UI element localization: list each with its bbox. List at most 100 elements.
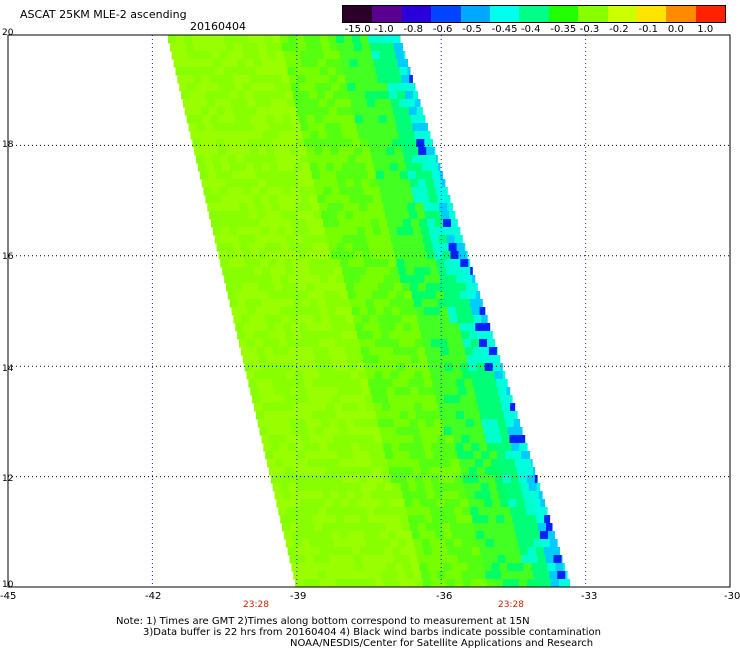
- swath-cell: [320, 35, 329, 44]
- swath-cell: [435, 219, 444, 228]
- swath-cell: [495, 579, 504, 588]
- swath-cell: [369, 75, 378, 84]
- swath-cell: [484, 363, 494, 372]
- swath-cell: [530, 523, 539, 532]
- swath-cell: [399, 203, 408, 212]
- swath-cell: [354, 491, 364, 500]
- swath-cell: [490, 523, 499, 532]
- swath-cell: [371, 531, 381, 540]
- swath-cell: [194, 115, 204, 124]
- swath-cell: [372, 155, 381, 164]
- swath-cell: [245, 163, 255, 172]
- swath-cell: [304, 379, 313, 388]
- swath-cell: [561, 555, 563, 564]
- swath-cell: [317, 195, 326, 204]
- swath-cell: [452, 259, 461, 268]
- swath-cell: [203, 51, 213, 60]
- swath-cell: [306, 491, 316, 500]
- swath-cell: [386, 251, 395, 260]
- colorbar-label: -0.35: [550, 24, 577, 35]
- swath-cell: [207, 67, 216, 76]
- swath-cell: [477, 571, 486, 580]
- swath-cell: [294, 235, 304, 244]
- swath-cell: [224, 139, 233, 148]
- swath-cell: [416, 275, 425, 284]
- swath-cell: [294, 371, 303, 380]
- swath-cell: [375, 579, 384, 588]
- swath-cell: [503, 443, 512, 452]
- swath-cell: [461, 435, 470, 444]
- swath-cell: [240, 243, 250, 252]
- swath-cell: [425, 211, 434, 220]
- swath-cell: [324, 259, 333, 268]
- swath-cell: [466, 283, 475, 292]
- swath-cell: [270, 403, 279, 412]
- swath-cell: [460, 363, 470, 372]
- swath-cell: [267, 219, 276, 228]
- swath-cell: [343, 547, 353, 556]
- swath-cell: [253, 59, 263, 68]
- swath-cell: [281, 75, 290, 84]
- swath-cell: [497, 555, 506, 564]
- swath-cell: [270, 235, 280, 244]
- swath-cell: [290, 387, 299, 396]
- swath-cell: [255, 339, 264, 348]
- swath-cell: [368, 107, 378, 116]
- swath-cell: [278, 131, 287, 140]
- swath-cell: [335, 411, 345, 420]
- swath-cell: [349, 539, 359, 548]
- swath-cell: [331, 291, 341, 300]
- swath-cell: [271, 411, 281, 420]
- swath-cell: [397, 163, 407, 172]
- swath-cell: [401, 451, 410, 460]
- swath-cell: [394, 523, 403, 532]
- swath-cell: [363, 219, 372, 228]
- swath-cell: [402, 283, 411, 292]
- swath-cell: [169, 43, 179, 52]
- swath-cell: [235, 323, 244, 332]
- swath-cell: [333, 91, 342, 100]
- swath-cell: [325, 467, 334, 476]
- swath-cell: [476, 395, 485, 404]
- swath-cell: [508, 499, 517, 508]
- swath-cell: [397, 435, 406, 444]
- grid-lines: [8, 35, 730, 587]
- swath-cell: [215, 99, 224, 108]
- swath-cell: [445, 435, 454, 444]
- swath-cell: [338, 115, 348, 124]
- swath-cell: [565, 571, 568, 580]
- swath-cell: [407, 171, 417, 180]
- swath-cell: [290, 147, 299, 156]
- swath-cell: [198, 131, 207, 140]
- swath-cell: [349, 467, 358, 476]
- swath-cell: [256, 347, 266, 356]
- swath-cell: [173, 59, 183, 68]
- swath-cell: [494, 371, 503, 380]
- swath-cell: [380, 155, 389, 164]
- swath-cell: [475, 459, 484, 468]
- swath-cell: [490, 355, 500, 364]
- swath-layer: [168, 35, 570, 588]
- swath-cell: [281, 43, 291, 52]
- swath-cell: [491, 427, 501, 436]
- swath-cell: [500, 499, 509, 508]
- swath-cell: [319, 307, 329, 316]
- swath-cell: [347, 291, 357, 300]
- swath-cell: [494, 403, 503, 412]
- swath-cell: [450, 387, 459, 396]
- swath-cell: [473, 419, 483, 428]
- swath-cell: [307, 459, 316, 468]
- swath-cell: [253, 331, 262, 340]
- swath-cell: [433, 451, 442, 460]
- swath-cell: [411, 83, 416, 92]
- swath-cell: [224, 35, 233, 44]
- swath-cell: [331, 51, 341, 60]
- swath-cell: [314, 283, 323, 292]
- swath-cell: [266, 355, 276, 364]
- swath-cell: [515, 459, 524, 468]
- swath-cell: [370, 355, 380, 364]
- swath-cell: [235, 219, 244, 228]
- swath-cell: [447, 547, 457, 556]
- swath-cell: [350, 235, 360, 244]
- swath-cell: [497, 451, 506, 460]
